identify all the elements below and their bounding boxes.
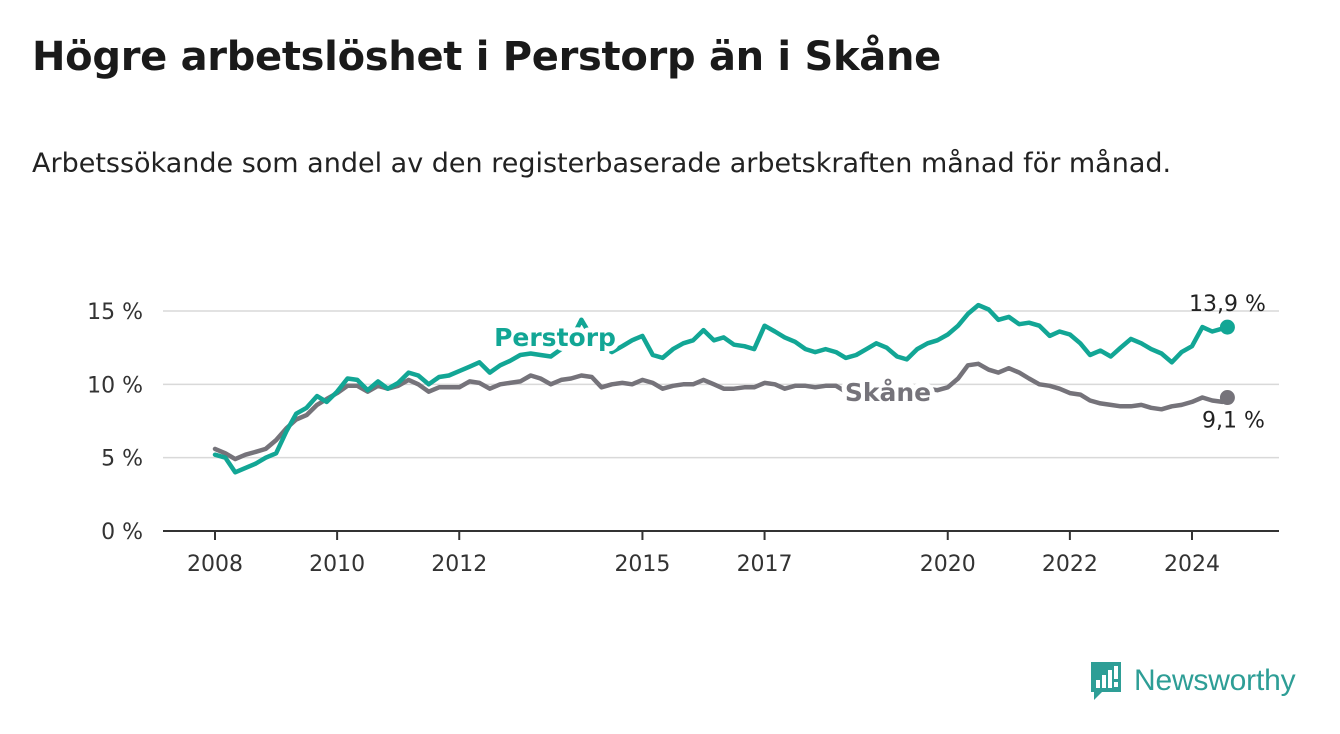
y-tick-label-15: 15 % <box>87 300 143 325</box>
x-tick-label-2010: 2010 <box>309 552 365 577</box>
x-tick-label-2020: 2020 <box>920 552 976 577</box>
grid-lines <box>163 310 1279 459</box>
chart-subtitle: Arbetssökande som andel av den registerb… <box>32 148 1172 179</box>
y-tick-label-0: 0 % <box>101 520 143 545</box>
x-tick-label-2017: 2017 <box>737 552 793 577</box>
y-tick-label-5: 5 % <box>101 447 143 472</box>
x-tick-label-2015: 2015 <box>614 552 670 577</box>
series-lines <box>212 302 1230 475</box>
series-name-label-skane: Skåne <box>845 378 931 407</box>
end-point-perstorp <box>1219 319 1235 335</box>
series-name-label-perstorp: Perstorp <box>494 323 616 352</box>
end-label-perstorp: 13,9 % <box>1189 292 1266 317</box>
series-line-perstorp <box>212 302 1230 475</box>
series-line-skane <box>212 361 1230 462</box>
x-tick-label-2024: 2024 <box>1164 552 1220 577</box>
chart-title: Högre arbetslöshet i Perstorp än i Skåne <box>32 34 941 80</box>
x-axis-ticks: 2008 2010 2012 2015 2017 2020 2022 2024 <box>187 531 1220 577</box>
x-tick-label-2022: 2022 <box>1042 552 1098 577</box>
x-tick-label-2008: 2008 <box>187 552 243 577</box>
y-axis-ticks: 0 % 5 % 10 % 15 % <box>87 300 143 545</box>
y-tick-label-10: 10 % <box>87 373 143 398</box>
newsworthy-logo-icon <box>1091 662 1121 700</box>
end-point-skane <box>1219 390 1235 406</box>
series-labels: 13,9 % 9,1 % Perstorp Skåne <box>489 292 1266 434</box>
newsworthy-logo: Newsworthy <box>1088 660 1296 702</box>
x-tick-label-2012: 2012 <box>431 552 487 577</box>
end-label-skane: 9,1 % <box>1202 409 1265 434</box>
brand-name: Newsworthy <box>1134 664 1296 697</box>
